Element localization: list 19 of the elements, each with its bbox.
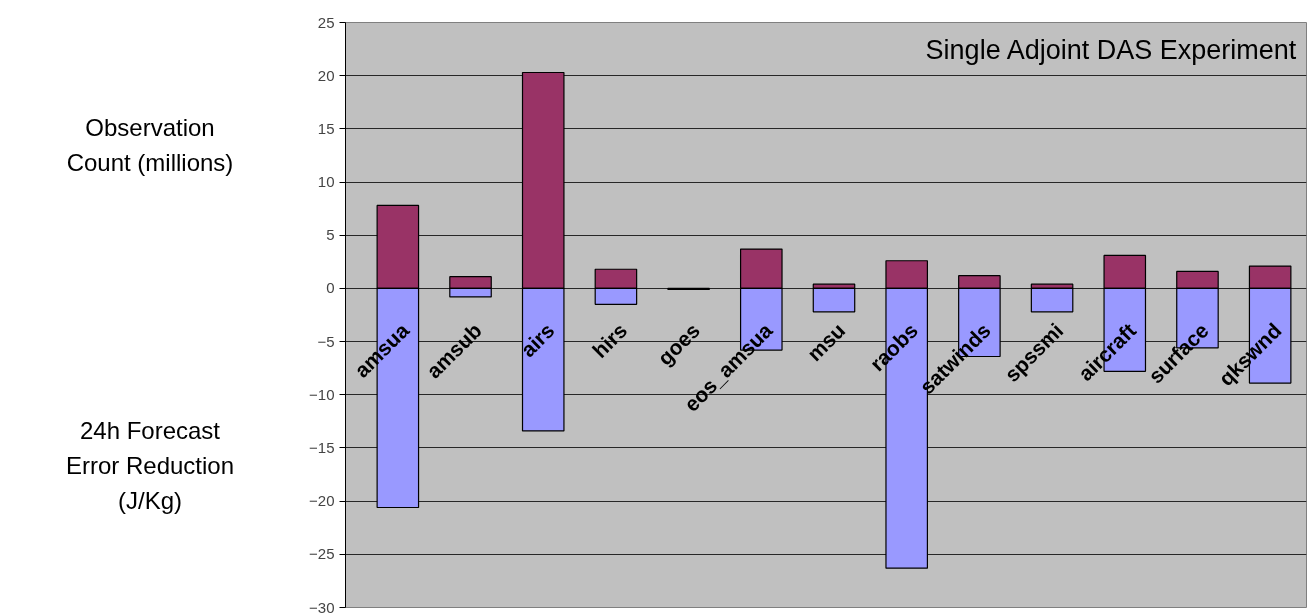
- x-tick-label: hirs: [587, 318, 632, 363]
- y-tick-label: 25: [317, 13, 335, 31]
- text: Observation Count (millions): [65, 113, 235, 178]
- y-tick-label: −5: [317, 332, 335, 350]
- y-tick-label: −15: [309, 438, 335, 456]
- y-tick-label: 0: [326, 279, 335, 297]
- y-tick-label: −25: [309, 545, 335, 563]
- text: 24h Forecast Error Reduction (J/Kg): [64, 416, 236, 516]
- y-tick-label: −10: [309, 385, 335, 403]
- bar: [1030, 287, 1074, 313]
- bar: [812, 287, 856, 313]
- y-tick-label: 20: [317, 66, 335, 84]
- text: Single Adjoint DAS Experiment: [925, 35, 1297, 66]
- y-tick-label: 5: [326, 226, 335, 244]
- y-tick-label: −20: [309, 492, 335, 510]
- y-tick-label: 10: [317, 173, 335, 191]
- y-tick-label: 15: [317, 119, 335, 137]
- x-tick-label: airs: [515, 318, 559, 362]
- y-tick-label: −30: [309, 598, 335, 613]
